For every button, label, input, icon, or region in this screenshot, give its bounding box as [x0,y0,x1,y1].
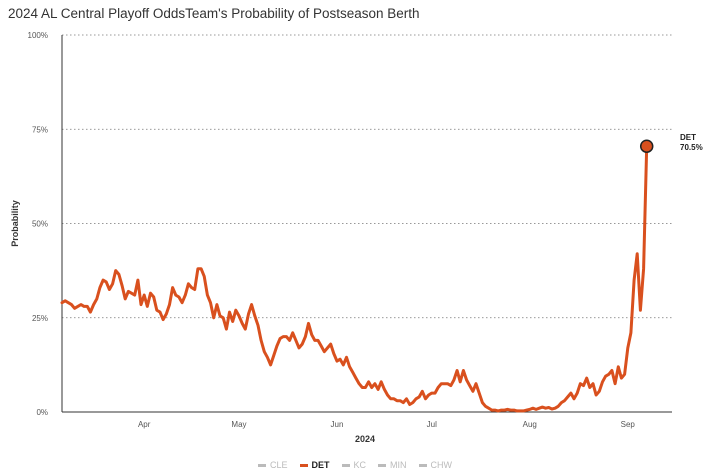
x-axis-title: 2024 [355,434,375,444]
y-axis-title: Probability [10,200,20,247]
y-tick-label: 75% [32,125,48,134]
legend-swatch [341,464,350,468]
legend-swatch [257,464,266,468]
legend-label: DET [311,460,330,470]
legend-label: CLE [269,460,288,470]
end-label-value: 70.5% [680,143,703,152]
x-tick-label: Aug [523,420,537,429]
x-tick-label: Jul [427,420,437,429]
series-layer [60,139,654,413]
legend-item-kc[interactable]: KC [341,460,367,470]
end-point-marker [639,139,654,153]
y-tick-label: 50% [32,220,48,229]
legend-item-det[interactable]: DET [299,460,330,470]
series-line-det [60,144,649,413]
x-tick-label: Jun [331,420,344,429]
legend-swatch [418,464,427,468]
legend-label: KC [353,460,367,470]
chart-title: 2024 AL Central Playoff OddsTeam's Proba… [8,6,420,21]
legend-label: CHW [430,460,453,470]
x-tick-label: May [231,420,246,429]
x-tick-label: Apr [138,420,151,429]
legend: CLE DET KC MIN CHW [0,460,710,470]
legend-item-min[interactable]: MIN [378,460,407,470]
axes: 0% 25% 50% 75% 100% Apr May Jun Jul Aug Sep 2024 Pro… [10,31,672,444]
legend-swatch [378,464,387,468]
legend-label: MIN [390,460,407,470]
x-tick-label: Sep [621,420,636,429]
legend-swatch [299,464,308,468]
legend-item-chw[interactable]: CHW [418,460,453,470]
legend-item-cle[interactable]: CLE [257,460,288,470]
y-tick-label: 0% [36,408,48,417]
gridlines [62,34,672,319]
y-tick-label: 100% [28,31,48,40]
end-label-team: DET [680,133,696,142]
y-tick-label: 25% [32,314,48,323]
